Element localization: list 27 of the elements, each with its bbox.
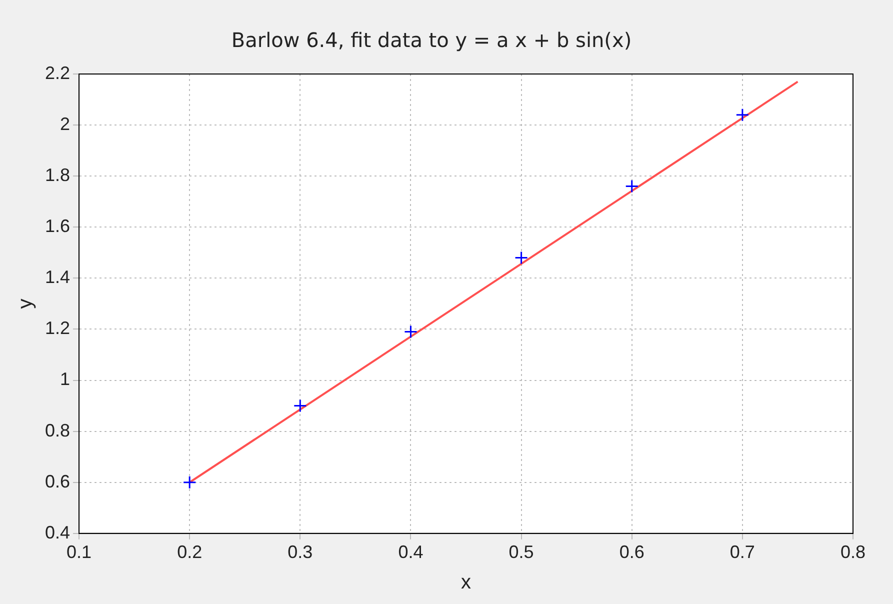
y-tick-label: 2 — [60, 114, 70, 134]
x-tick-label: 0.8 — [840, 542, 866, 562]
y-tick-label: 1 — [60, 369, 70, 390]
y-tick-label: 1.4 — [44, 267, 70, 288]
x-tick-label: 0.3 — [288, 542, 313, 562]
x-tick-label: 0.4 — [398, 542, 424, 562]
x-tick-label: 0.1 — [66, 542, 92, 562]
y-tick-label: 2.2 — [44, 62, 70, 83]
point — [625, 180, 639, 194]
point — [293, 399, 307, 413]
x-tick-label: 0.5 — [508, 542, 534, 562]
y-axis-title: y — [14, 298, 37, 309]
point — [182, 476, 196, 490]
x-tick-label: 0.7 — [730, 542, 755, 562]
point — [514, 251, 528, 265]
y-tick-label: 1.2 — [44, 318, 70, 338]
chart-title: Barlow 6.4, fit data to y = a x + b sin(x) — [231, 28, 632, 52]
y-tick-label: 1.8 — [44, 165, 70, 186]
x-tick-label: 0.2 — [177, 542, 202, 562]
point — [404, 325, 418, 339]
x-axis-title: x — [461, 572, 472, 594]
x-tick-label: 0.6 — [619, 542, 644, 562]
y-tick-label: 0.6 — [44, 471, 70, 492]
y-tick-label: 0.4 — [44, 522, 70, 542]
point — [736, 108, 750, 122]
y-tick-label: 1.6 — [44, 216, 70, 236]
y-tick-label: 0.8 — [44, 420, 70, 440]
